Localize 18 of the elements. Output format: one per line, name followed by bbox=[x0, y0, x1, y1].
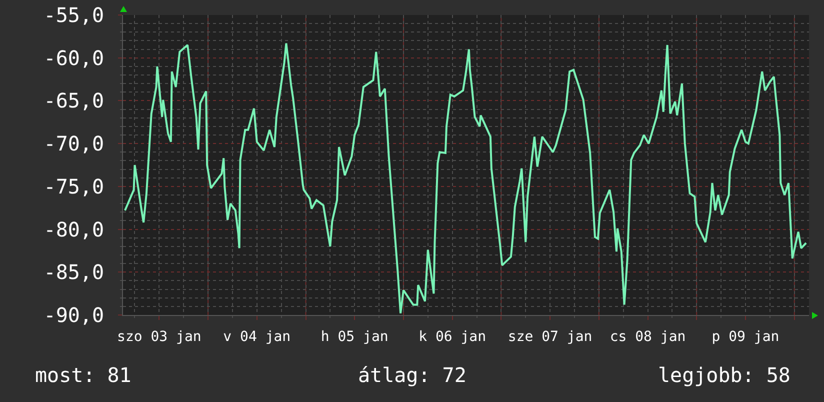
x-tick-label: szo 03 jan bbox=[117, 328, 202, 345]
x-tick-label: k 06 jan bbox=[418, 328, 486, 345]
y-tick-label: -90,0 bbox=[44, 303, 104, 327]
y-tick-label: -70,0 bbox=[44, 132, 104, 156]
x-tick-label: sze 07 jan bbox=[508, 328, 592, 345]
x-tick-label: v 04 jan bbox=[223, 328, 291, 345]
y-tick-label: -55,0 bbox=[44, 3, 104, 27]
text: legjobb: 58 bbox=[658, 363, 790, 387]
y-tick-label: -80,0 bbox=[44, 217, 104, 242]
y-tick-label: -75,0 bbox=[44, 174, 104, 198]
x-tick-label: cs 08 jan bbox=[610, 328, 686, 345]
text: most: 81 bbox=[35, 363, 132, 387]
x-tick-label: h 05 jan bbox=[320, 328, 388, 345]
x-tick-label: p 09 jan bbox=[712, 328, 780, 345]
y-tick-label: -60,0 bbox=[44, 46, 104, 70]
text: átlag: 72 bbox=[358, 363, 466, 387]
y-tick-label: -85,0 bbox=[44, 260, 104, 284]
y-tick-label: -65,0 bbox=[44, 88, 104, 113]
